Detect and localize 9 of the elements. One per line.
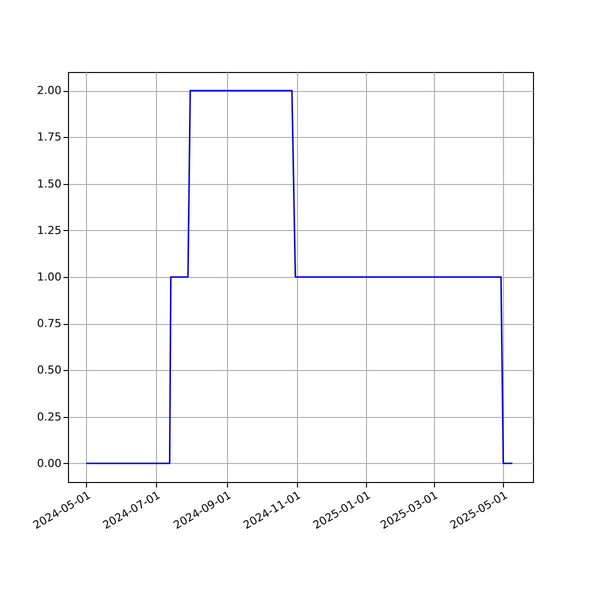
y-tick-label: 0.00 (37, 456, 62, 470)
y-tick-label: 1.00 (37, 270, 62, 284)
y-tick-label: 0.50 (37, 364, 62, 377)
y-tick-label: 0.25 (37, 410, 62, 424)
y-tick-label: 1.75 (37, 130, 62, 144)
y-tick-label: 2.00 (37, 84, 62, 98)
y-tick-label: 1.50 (37, 177, 62, 190)
y-tick-label: 0.75 (37, 317, 62, 330)
y-tick-label: 1.25 (37, 224, 62, 237)
